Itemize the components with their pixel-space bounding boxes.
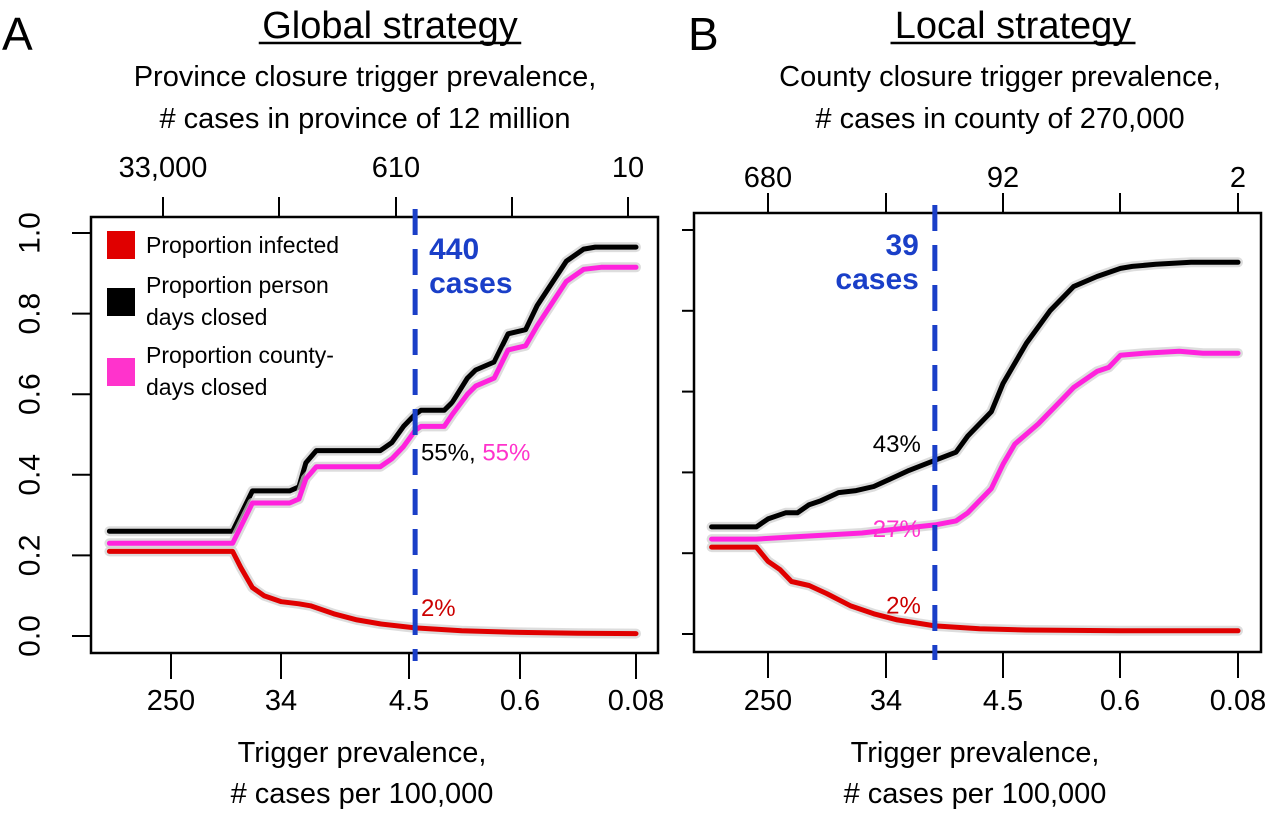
threshold-label-line2: cases	[429, 267, 512, 300]
legend-swatch	[107, 231, 135, 259]
annotation-closure-values: 55%, 55%	[421, 440, 530, 467]
series-line-proportion-person-days-closed	[106, 244, 639, 534]
top-tick-label: 680	[744, 162, 792, 194]
legend-label: Proportion infected	[146, 232, 339, 258]
bottom-tick-label: 4.5	[389, 685, 429, 717]
legend-label: Proportion county-	[146, 342, 334, 368]
legend-label: Proportion person	[146, 272, 329, 298]
top-axis-label-line1: County closure trigger prevalence,	[779, 61, 1221, 93]
bottom-tick-label: 4.5	[983, 685, 1023, 717]
annotation-part: ,	[469, 440, 482, 467]
top-axis-label-line2: # cases in province of 12 million	[159, 103, 570, 135]
top-tick-label: 10	[612, 152, 644, 184]
y-tick-label: 0.8	[14, 293, 47, 335]
y-tick-label: 0.6	[14, 373, 47, 415]
legend-swatch	[107, 288, 135, 316]
annotation-value: 27%	[873, 516, 921, 543]
bottom-tick-label: 0.08	[608, 685, 664, 717]
threshold-label-line1: 440	[429, 233, 479, 266]
top-axis-label-line2: # cases in county of 270,000	[815, 103, 1184, 135]
series-ci-band	[706, 542, 1243, 636]
annotation-value: 43%	[873, 431, 921, 458]
legend-label: days closed	[146, 304, 267, 330]
bottom-tick-label: 0.08	[1210, 685, 1266, 717]
plot-frame	[692, 211, 1263, 654]
bottom-tick-label: 0.6	[1100, 685, 1140, 717]
panel-letter: B	[688, 8, 719, 60]
series-line-proportion-infected	[709, 544, 1241, 634]
x-axis-label-line2: # cases per 100,000	[231, 778, 494, 810]
bottom-tick-label: 250	[744, 685, 792, 717]
panel-title: Local strategy	[895, 5, 1132, 47]
y-tick-label: 0.0	[14, 615, 47, 657]
bottom-tick-label: 34	[265, 685, 297, 717]
threshold-label-line1: 39	[885, 229, 918, 262]
top-axis-label-line1: Province closure trigger prevalence,	[134, 61, 597, 93]
plot-frame	[89, 215, 660, 655]
threshold-label-line2: cases	[835, 263, 918, 296]
panel-title: Global strategy	[262, 5, 518, 47]
bottom-tick-label: 34	[870, 685, 902, 717]
x-axis-label-line1: Trigger prevalence,	[851, 737, 1100, 769]
series-line-proportion-county-days-closed	[106, 264, 639, 546]
top-tick-label: 2	[1230, 162, 1246, 194]
annotation-infected: 2%	[421, 595, 456, 622]
bottom-tick-label: 250	[147, 685, 195, 717]
panel-b: B Local strategy County closure trigger pr…	[682, 5, 1266, 810]
annotation-part: 55%	[421, 440, 469, 467]
legend: Proportion infected Proportion person days…	[107, 231, 339, 400]
x-axis-label-line2: # cases per 100,000	[844, 778, 1107, 810]
annotation-value: 2%	[886, 593, 921, 620]
y-tick-label: 0.4	[14, 454, 47, 496]
panel-a: A Global strategy Province closure trigger…	[2, 5, 664, 810]
bottom-tick-label: 0.6	[500, 685, 540, 717]
legend-label: days closed	[146, 374, 267, 400]
series-line-proportion-infected	[106, 548, 639, 637]
series-line-proportion-person-days-closed	[709, 259, 1241, 530]
panel-letter: A	[2, 8, 33, 60]
annotation-part: 55%	[482, 440, 530, 467]
top-tick-label: 33,000	[119, 152, 208, 184]
series-line-proportion-county-days-closed	[709, 348, 1241, 542]
y-tick-label: 1.0	[14, 212, 47, 254]
legend-swatch	[107, 358, 135, 386]
top-tick-label: 610	[372, 152, 420, 184]
series-ci-band	[706, 257, 1243, 532]
y-tick-label: 0.2	[14, 535, 47, 577]
x-axis-label-line1: Trigger prevalence,	[238, 737, 487, 769]
top-tick-label: 92	[987, 162, 1019, 194]
